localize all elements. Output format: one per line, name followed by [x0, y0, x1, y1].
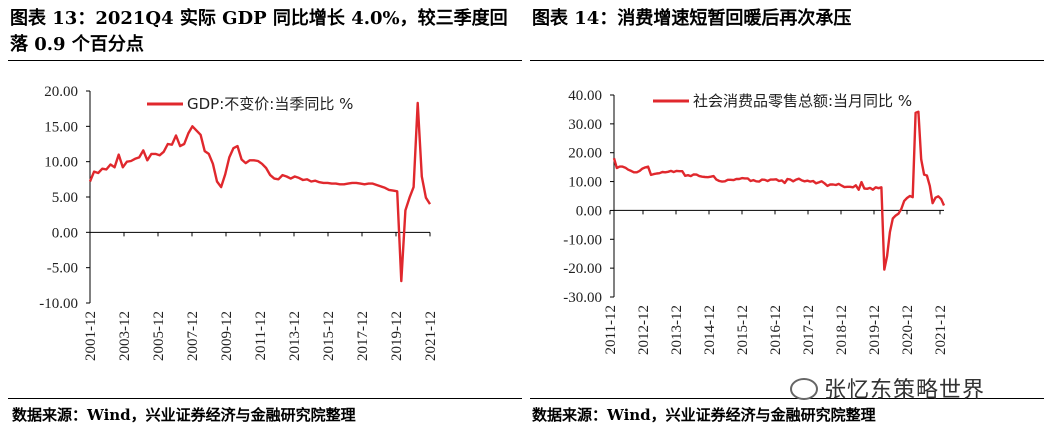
- x-tick-label: 2009-12: [219, 311, 235, 361]
- y-tick-label: 20.00: [568, 146, 602, 162]
- y-tick-label: -10.00: [39, 296, 78, 312]
- x-tick-label: 2018-12: [834, 305, 850, 355]
- chart-title-left: 图表 13：2021Q4 实际 GDP 同比增长 4.0%，较三季度回落 0.9…: [10, 8, 508, 55]
- x-tick-label: 2015-12: [735, 305, 751, 355]
- y-tick-label: 10.00: [44, 155, 78, 171]
- x-tick-label: 2011-12: [603, 305, 619, 354]
- title-divider-right: [530, 60, 1044, 61]
- y-tick-label: 10.00: [568, 175, 602, 191]
- watermark: 张忆东策略世界: [790, 372, 985, 404]
- x-tick-label: 2007-12: [185, 311, 201, 361]
- x-tick-label: 2014-12: [702, 305, 718, 355]
- x-tick-label: 2020-12: [900, 305, 916, 355]
- y-tick-label: -10.00: [563, 232, 602, 248]
- x-tick-label: 2021-12: [423, 311, 439, 361]
- x-tick-label: 2017-12: [355, 311, 371, 361]
- chart-title-right: 图表 14：消费增速短暂回暖后再次承压: [532, 8, 852, 29]
- x-tick-label: 2005-12: [151, 311, 167, 361]
- x-tick-label: 2013-12: [287, 311, 303, 361]
- legend-label: GDP:不变价:当季同比 %: [187, 95, 353, 113]
- watermark-text: 张忆东策略世界: [824, 378, 986, 403]
- x-tick-label: 2021-12: [933, 305, 949, 355]
- series-line: [88, 101, 432, 283]
- x-tick-label: 2003-12: [117, 311, 133, 361]
- x-tick-label: 2015-12: [321, 311, 337, 361]
- source-divider-left: [8, 398, 522, 399]
- wechat-icon: [790, 378, 818, 400]
- source-divider-right: [530, 398, 1044, 399]
- y-tick-label: 20.00: [44, 84, 78, 100]
- source-note-left: 数据来源：Wind，兴业证券经济与金融研究院整理: [12, 406, 356, 424]
- x-tick-label: 2001-12: [83, 311, 99, 361]
- y-tick-label: 0.00: [52, 225, 78, 241]
- x-tick-label: 2013-12: [669, 305, 685, 355]
- y-tick-label: 15.00: [44, 119, 78, 135]
- x-tick-label: 2019-12: [867, 305, 883, 355]
- y-tick-label: 30.00: [568, 117, 602, 133]
- y-tick-label: 40.00: [568, 88, 602, 104]
- title-divider-left: [8, 60, 522, 61]
- y-tick-label: 5.00: [52, 190, 78, 206]
- source-note-right: 数据来源：Wind，兴业证券经济与金融研究院整理: [532, 406, 876, 424]
- x-tick-label: 2016-12: [768, 305, 784, 355]
- x-tick-label: 2012-12: [636, 305, 652, 355]
- y-tick-label: -5.00: [47, 261, 78, 277]
- series-line: [612, 110, 946, 271]
- y-tick-label: -20.00: [563, 261, 602, 277]
- legend-label: 社会消费品零售总额:当月同比 %: [693, 92, 912, 110]
- x-tick-label: 2017-12: [801, 305, 817, 355]
- x-tick-label: 2019-12: [389, 311, 405, 361]
- x-tick-label: 2011-12: [253, 311, 269, 360]
- y-tick-label: 0.00: [576, 203, 602, 219]
- y-tick-label: -30.00: [563, 290, 602, 306]
